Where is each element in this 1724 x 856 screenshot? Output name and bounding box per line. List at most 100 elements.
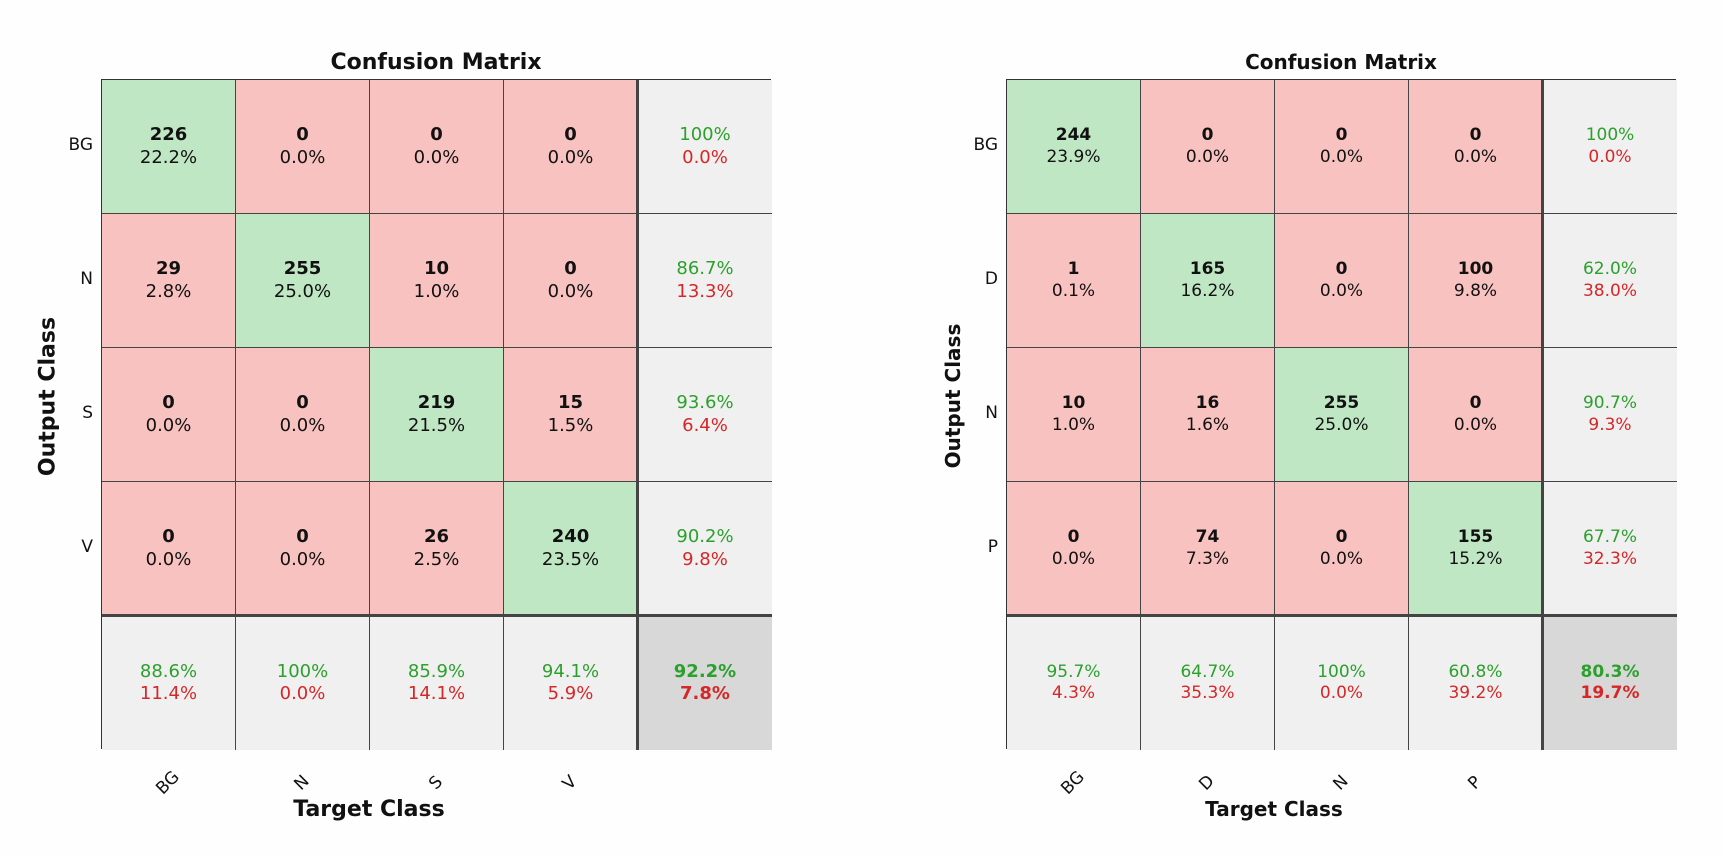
row-correct: 62.0%: [1582, 259, 1637, 280]
cell-count: 1: [1067, 259, 1080, 280]
off-diagonal-cell: 0 0.0%: [1275, 80, 1409, 214]
column-correct: 100%: [276, 660, 329, 682]
off-diagonal-cell: 0 0.0%: [1275, 482, 1409, 616]
cell-count: 255: [283, 258, 322, 279]
cell-percent: 22.2%: [139, 146, 198, 168]
cell-count: 0: [296, 392, 309, 413]
off-diagonal-cell: 0 0.0%: [1409, 348, 1543, 482]
cell-percent: 23.9%: [1046, 146, 1101, 167]
cell-count: 0: [296, 124, 309, 145]
cell-percent: 16.2%: [1180, 280, 1235, 301]
y-axis-title: Output Class: [941, 323, 965, 469]
y-tick-label: BG: [973, 135, 998, 155]
cell-count: 219: [417, 392, 456, 413]
y-tick-label: BG: [68, 135, 93, 155]
column-correct: 60.8%: [1448, 661, 1503, 682]
column-summary-cell: 95.7% 4.3%: [1007, 616, 1141, 750]
cell-count: 0: [564, 258, 577, 279]
row-summary-cell: 100% 0.0%: [638, 80, 772, 214]
row-correct: 90.2%: [676, 526, 734, 547]
cell-count: 10: [423, 258, 450, 279]
row-error: 32.3%: [1582, 548, 1637, 569]
cell-count: 0: [564, 124, 577, 145]
cell-percent: 9.8%: [1453, 280, 1498, 301]
cell-count: 0: [296, 526, 309, 547]
y-tick-label: D: [984, 269, 998, 289]
cell-count: 26: [423, 526, 450, 547]
overall-error: 7.8%: [680, 683, 730, 704]
column-error: 39.2%: [1448, 683, 1503, 703]
row-error: 6.4%: [682, 414, 728, 436]
row-correct: 100%: [679, 124, 731, 145]
cell-percent: 7.3%: [1185, 548, 1230, 569]
column-summary-cell: 85.9% 14.1%: [370, 616, 504, 750]
off-diagonal-cell: 0 0.0%: [236, 80, 370, 214]
column-error: 5.9%: [547, 683, 594, 704]
cell-percent: 0.0%: [279, 146, 326, 168]
overall-correct: 80.3%: [1580, 661, 1640, 682]
row-correct: 67.7%: [1582, 527, 1637, 548]
cell-percent: 0.0%: [279, 414, 326, 436]
overall-accuracy-cell: 80.3% 19.7%: [1543, 616, 1677, 750]
cell-count: 0: [1067, 527, 1080, 548]
overall-correct: 92.2%: [673, 660, 737, 682]
column-correct: 100%: [1317, 661, 1366, 682]
cell-count: 0: [430, 124, 443, 145]
y-tick-label: P: [987, 537, 998, 557]
cell-percent: 0.0%: [145, 414, 192, 436]
off-diagonal-cell: 0 0.0%: [1007, 482, 1141, 616]
cell-percent: 0.0%: [1453, 146, 1498, 167]
column-error: 35.3%: [1180, 683, 1235, 703]
off-diagonal-cell: 0 0.0%: [504, 214, 638, 348]
cell-percent: 0.0%: [547, 280, 594, 302]
column-error: 14.1%: [407, 683, 466, 704]
row-error: 13.3%: [676, 280, 734, 302]
column-summary-cell: 100% 0.0%: [236, 616, 370, 750]
cell-count: 100: [1457, 259, 1494, 280]
column-correct: 88.6%: [139, 660, 198, 682]
y-tick-label: N: [985, 403, 998, 423]
column-summary-cell: 64.7% 35.3%: [1141, 616, 1275, 750]
off-diagonal-cell: 0 0.0%: [1275, 214, 1409, 348]
cell-count: 29: [155, 258, 182, 279]
y-tick-label: V: [81, 537, 93, 557]
cell-count: 0: [1335, 259, 1348, 280]
cell-percent: 25.0%: [1314, 414, 1369, 435]
cell-percent: 15.2%: [1448, 548, 1503, 569]
diagonal-cell: 155 15.2%: [1409, 482, 1543, 616]
y-tick-label: N: [80, 269, 93, 289]
chart-title: Confusion Matrix: [1245, 50, 1437, 74]
cell-count: 15: [557, 392, 584, 413]
cell-count: 244: [1055, 125, 1092, 146]
row-summary-cell: 90.2% 9.8%: [638, 482, 772, 616]
summary-separator-horizontal: [102, 614, 772, 617]
confusion-matrix-left: Confusion Matrix 226 22.2% 0 0.0% 0 0.0% 0 0.0% 1…: [0, 0, 860, 856]
off-diagonal-cell: 16 1.6%: [1141, 348, 1275, 482]
cell-percent: 23.5%: [541, 548, 600, 570]
row-correct: 86.7%: [676, 258, 734, 279]
cell-percent: 0.0%: [1051, 548, 1096, 569]
cell-percent: 2.5%: [413, 548, 460, 570]
row-summary-cell: 93.6% 6.4%: [638, 348, 772, 482]
column-summary-cell: 60.8% 39.2%: [1409, 616, 1543, 750]
summary-separator-vertical: [1541, 80, 1544, 750]
y-tick-label: S: [82, 403, 93, 423]
cell-percent: 0.0%: [1319, 146, 1364, 167]
column-error: 4.3%: [1051, 683, 1096, 703]
cell-percent: 0.0%: [413, 146, 460, 168]
diagonal-cell: 226 22.2%: [102, 80, 236, 214]
overall-accuracy-cell: 92.2% 7.8%: [638, 616, 772, 750]
off-diagonal-cell: 0 0.0%: [236, 482, 370, 616]
cell-percent: 0.0%: [547, 146, 594, 168]
row-error: 0.0%: [682, 146, 728, 168]
cell-count: 0: [162, 392, 175, 413]
off-diagonal-cell: 0 0.0%: [504, 80, 638, 214]
column-correct: 94.1%: [541, 660, 600, 682]
diagonal-cell: 165 16.2%: [1141, 214, 1275, 348]
row-error: 9.8%: [682, 548, 728, 570]
cell-count: 16: [1195, 393, 1220, 414]
confusion-matrix-right: Confusion Matrix 244 23.9% 0 0.0% 0 0.0% 0 0.0% 1…: [905, 0, 1724, 856]
cell-percent: 0.0%: [1453, 414, 1498, 435]
cell-percent: 0.0%: [279, 548, 326, 570]
cell-count: 165: [1189, 259, 1226, 280]
